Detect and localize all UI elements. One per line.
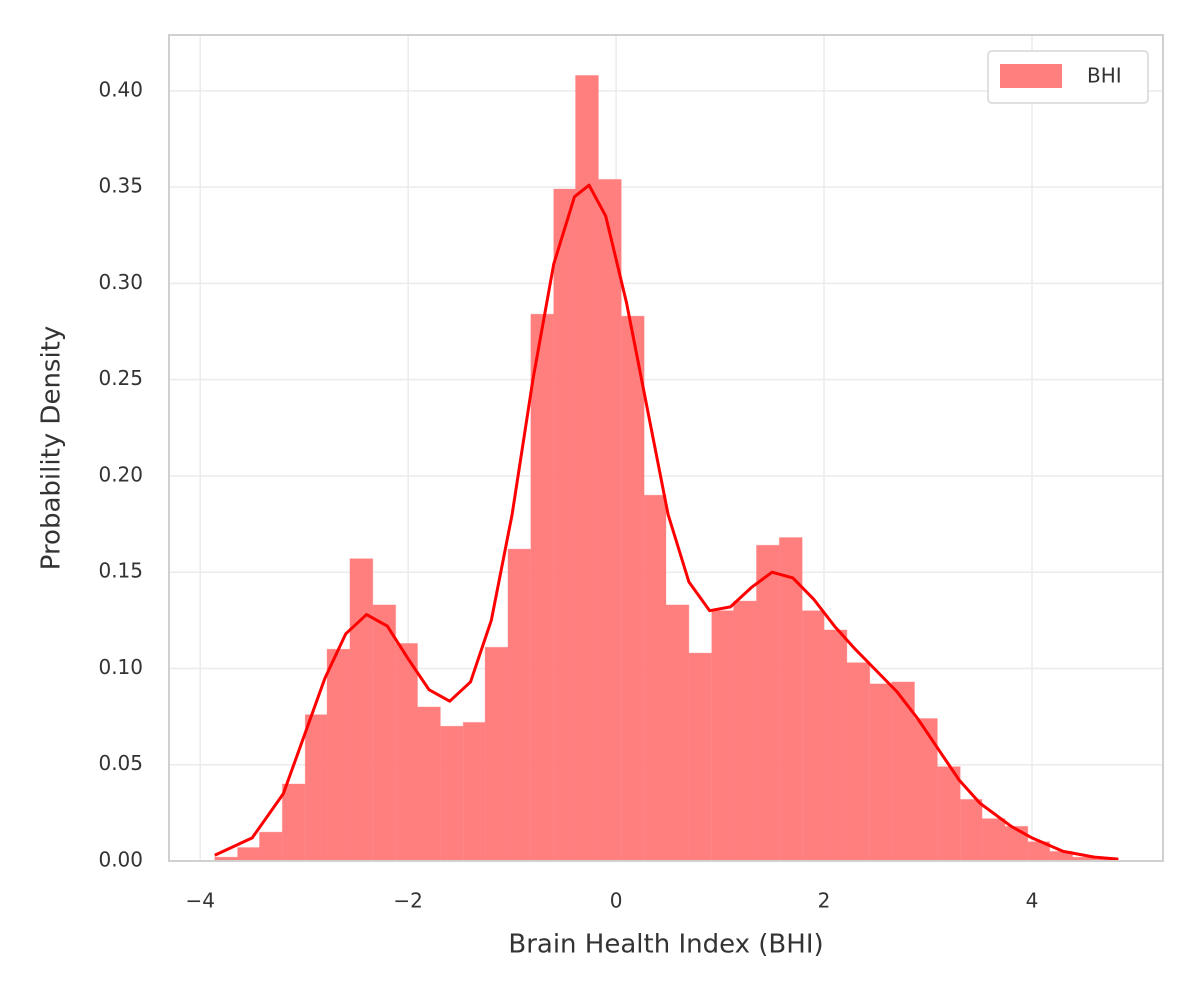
histogram-bar — [733, 600, 757, 862]
histogram-bar — [372, 604, 397, 862]
histogram-bar — [643, 494, 667, 862]
x-axis-label: Brain Health Index (BHI) — [508, 930, 823, 960]
histogram-bar — [959, 798, 983, 862]
histogram-bar — [1004, 825, 1029, 862]
y-tick-label: 0.15 — [98, 559, 143, 583]
y-tick-label: 0.35 — [98, 174, 143, 198]
histogram-bar — [237, 847, 260, 862]
histogram-bar — [665, 604, 690, 862]
histogram-bar — [304, 714, 328, 862]
y-tick-label: 0.00 — [98, 848, 143, 872]
bars — [214, 74, 1119, 862]
histogram-bar — [395, 642, 419, 862]
ticks: −4 −2 0 2 4 0.00 0.05 0.10 0.15 0.20 0.25 0.30 0.35 0… — [98, 77, 1038, 912]
legend-swatch — [1000, 64, 1062, 88]
legend: BHI — [987, 50, 1149, 104]
y-tick-label: 0.10 — [98, 655, 143, 679]
legend-label: BHI — [1087, 64, 1122, 88]
x-tick-label: −4 — [185, 889, 214, 913]
y-axis-label: Probability Density — [37, 326, 67, 571]
x-tick-label: 0 — [610, 889, 623, 913]
x-tick-label: 4 — [1026, 889, 1039, 913]
x-tick-label: −2 — [393, 889, 422, 913]
histogram-bar — [981, 818, 1006, 862]
histogram-bar — [711, 610, 735, 862]
histogram-bar — [417, 706, 441, 862]
histogram-bar — [801, 610, 825, 862]
histogram-bar — [281, 783, 306, 862]
histogram-bar — [553, 188, 577, 862]
histogram-bar — [597, 178, 622, 862]
histogram-bar — [507, 548, 532, 862]
histogram-bar — [823, 629, 848, 862]
histogram-bar — [349, 558, 374, 862]
histogram-bar — [326, 648, 351, 862]
histogram-bar — [755, 544, 780, 862]
histogram-bar — [462, 721, 486, 862]
plot-frame — [168, 34, 1164, 862]
y-tick-label: 0.30 — [98, 270, 143, 294]
histogram-bar — [869, 683, 893, 862]
histogram-bar — [258, 831, 283, 862]
histogram-bar — [620, 315, 645, 862]
histogram-bar — [936, 766, 961, 862]
histogram-bar — [530, 313, 555, 862]
histogram-bar — [484, 646, 509, 862]
lines — [214, 183, 1119, 861]
kde-line — [214, 183, 1119, 861]
y-tick-label: 0.40 — [98, 77, 143, 101]
x-tick-label: 2 — [818, 889, 831, 913]
y-tick-label: 0.25 — [98, 366, 143, 390]
histogram-bar — [846, 662, 871, 862]
y-tick-label: 0.20 — [98, 462, 143, 486]
y-tick-label: 0.05 — [98, 751, 143, 775]
histogram-bar — [688, 652, 713, 862]
histogram-bar — [439, 725, 464, 862]
histogram-bar — [914, 718, 938, 862]
